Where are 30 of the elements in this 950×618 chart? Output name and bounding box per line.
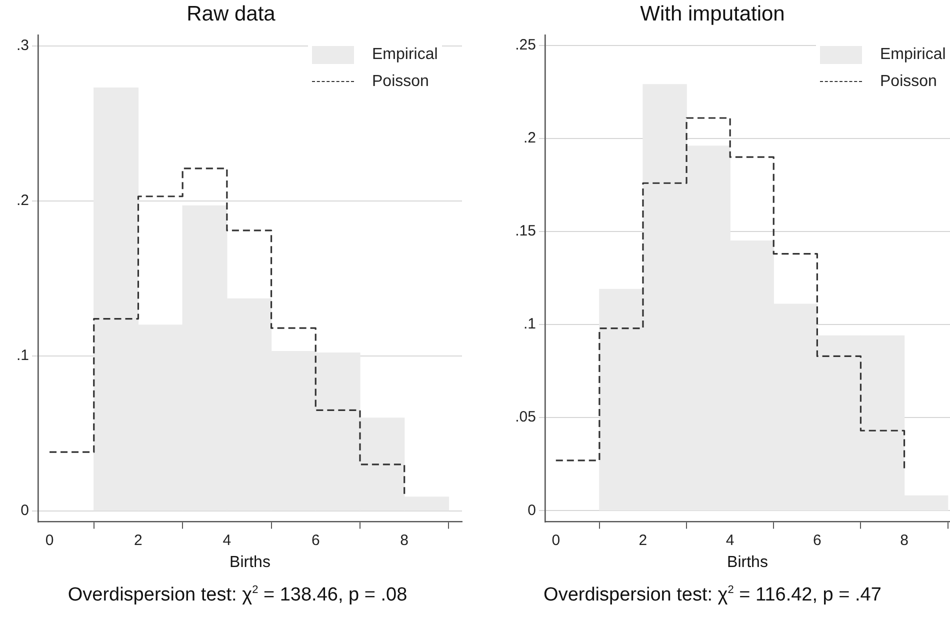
y-tick-label: .1 xyxy=(16,347,29,364)
x-tick-label: 4 xyxy=(222,532,232,549)
y-tick-label: 0 xyxy=(20,502,29,520)
y-tick-label: .15 xyxy=(515,222,536,240)
y-tick-label: .3 xyxy=(16,37,29,54)
x-tick-label: 4 xyxy=(726,532,734,549)
x-tick-label: 2 xyxy=(134,532,142,549)
x-tick-label: 8 xyxy=(900,532,908,549)
chart-title: With imputation xyxy=(640,2,785,26)
x-axis-title: Births xyxy=(727,554,768,571)
legend-label: Empirical xyxy=(372,46,438,64)
chart-title: Raw data xyxy=(186,2,276,26)
x-tick-label: 8 xyxy=(400,532,409,549)
y-tick-label: .05 xyxy=(515,408,536,426)
y-tick-label: .2 xyxy=(16,192,29,210)
y-tick-label: .25 xyxy=(515,36,536,54)
x-axis-title: Births xyxy=(230,554,270,571)
text: Overdispersion test: χ$^{2}$ = 116.42, p = .47 xyxy=(542,584,882,606)
x-tick-label: 6 xyxy=(813,532,822,549)
text: Overdispersion test: χ$^{2}$ = 138.46, p = .08 xyxy=(66,584,408,606)
legend-label: Empirical xyxy=(880,46,946,64)
y-tick-label: .1 xyxy=(523,316,536,333)
y-tick-label: .2 xyxy=(523,130,536,147)
x-tick-label: 6 xyxy=(311,532,320,549)
legend-label: Poisson xyxy=(880,72,937,91)
y-tick-label: 0 xyxy=(528,502,536,519)
x-tick-label: 0 xyxy=(45,532,54,549)
x-tick-label: 2 xyxy=(638,532,648,549)
legend-label: Poisson xyxy=(372,72,429,91)
x-tick-label: 0 xyxy=(552,532,560,549)
